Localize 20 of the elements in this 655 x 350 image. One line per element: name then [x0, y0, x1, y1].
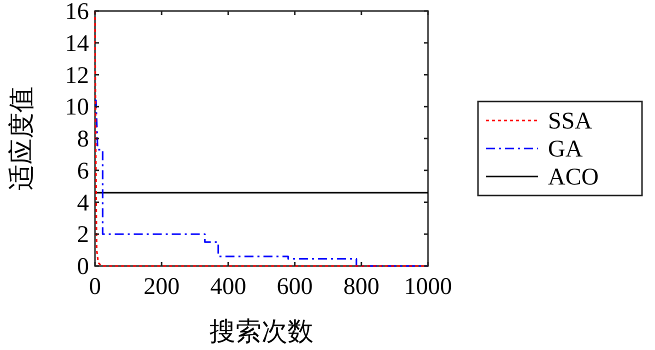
legend-label: GA [548, 136, 584, 162]
y-tick-label: 12 [65, 62, 89, 89]
y-tick-label: 2 [77, 222, 89, 248]
y-tick-label: 6 [77, 158, 89, 184]
y-tick-label: 16 [65, 0, 89, 25]
x-tick-label: 600 [276, 274, 313, 300]
y-tick-label: 4 [77, 190, 89, 216]
y-tick-label: 8 [77, 126, 89, 152]
x-tick-label: 1000 [404, 274, 452, 300]
y-axis-title: 适应度值 [7, 86, 37, 190]
x-axis-title: 搜索次数 [210, 317, 314, 347]
y-tick-label: 0 [77, 254, 89, 280]
x-tick-label: 800 [343, 274, 380, 300]
line-series [94, 99, 429, 267]
legend-label: SSA [548, 108, 593, 134]
x-tick-label: 200 [144, 274, 180, 300]
y-tick-label: 10 [65, 94, 89, 121]
x-tick-label: 400 [210, 274, 246, 300]
legend-label: ACO [548, 164, 599, 190]
y-tick-label: 14 [65, 30, 89, 57]
